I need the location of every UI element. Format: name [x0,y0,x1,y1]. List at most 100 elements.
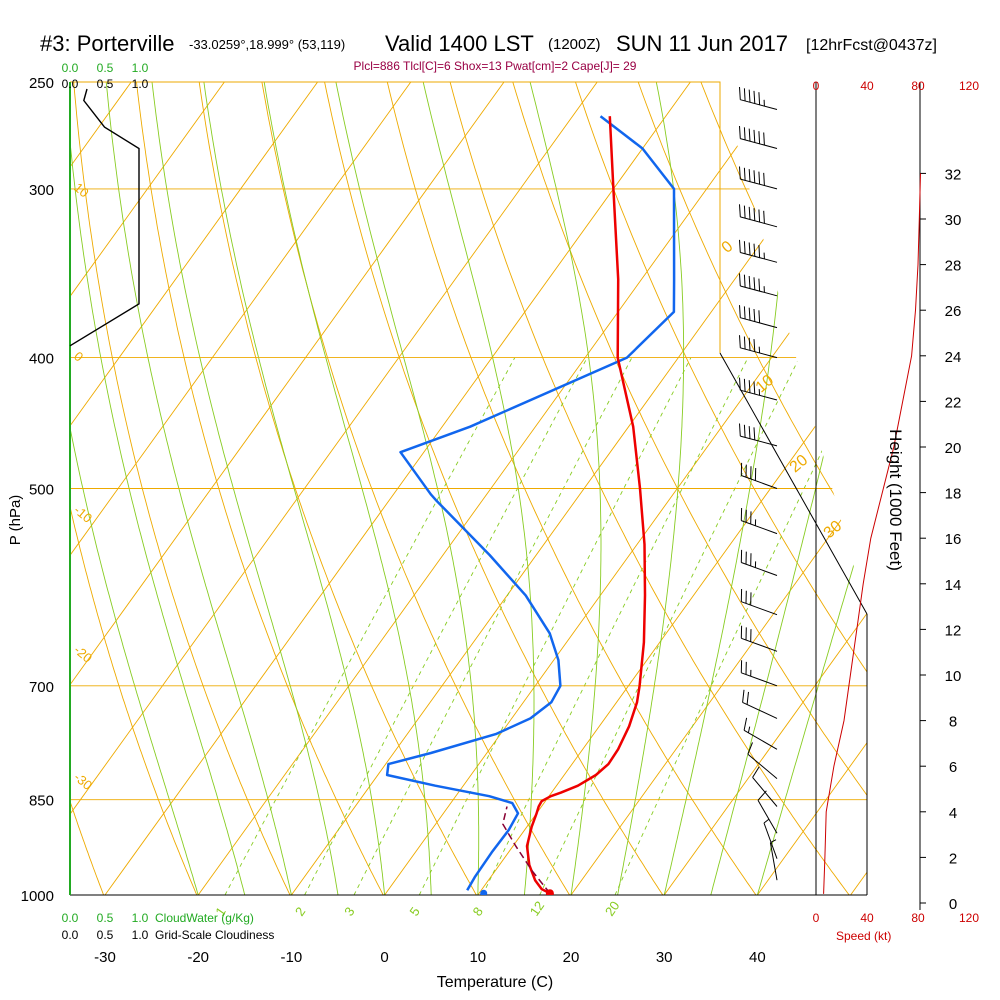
barb-shaft [740,317,778,329]
barb-feather [763,210,765,224]
barb-feather [748,380,751,393]
mixing-ratio-label: 5 [406,904,422,919]
height-tick-label: 2 [949,850,957,867]
speed-tick-bottom: 120 [959,911,979,925]
height-tick-label: 30 [945,212,962,229]
moist-adiabat-label: 0 [719,238,737,257]
height-tick-label: 22 [945,394,962,411]
moist-adiabat-line [617,82,685,895]
moist-adiabat-line [263,82,432,895]
barb-feather [758,171,761,185]
wind-barb [769,839,778,881]
x-tick-label: 40 [749,949,766,966]
pressure-tick-label: 500 [29,482,54,499]
barb-shaft [740,347,778,359]
barb-feather [739,125,741,139]
stability-indices: Plcl=886 Tlcl[C]=6 Shox=13 Pwat[cm]=2 Ca… [354,59,637,73]
pressure-tick-label: 700 [29,679,54,696]
barb-shaft [740,138,778,149]
barb-feather [748,89,751,103]
barb-shaft [741,562,778,576]
dry-adiabat-line [136,82,384,895]
barb-shaft [740,389,778,401]
dry-adiabat-line [324,82,664,895]
plot-frame [70,81,721,353]
barb-feather [758,209,761,223]
wind-barb [739,305,778,329]
barb-feather [763,132,765,146]
dry-adiabat-line [928,33,1000,924]
barb-shaft [740,178,778,190]
barb-feather [743,167,746,181]
valid-date: SUN 11 Jun 2017 [616,31,788,56]
barb-feather [739,166,741,180]
barb-feather [748,169,751,182]
barb-feather [743,274,746,288]
cloudiness-tick-bottom: 0.0 [62,928,79,942]
barb-feather [743,717,748,731]
mixing-ratio-label: 3 [341,904,357,919]
moist-adiabat-label: 20 [787,452,812,477]
dry-adiabat-line [198,82,477,895]
cloudwater-tick-bottom: 1.0 [132,911,149,925]
barb-feather [747,742,753,755]
forecast-info: [12hrFcst@0437z] [806,37,937,54]
moist-adiabat-line [70,425,199,895]
x-tick-label: -10 [281,949,303,966]
moist-adiabat-line [105,82,292,895]
moist-adiabat-line [529,82,602,895]
barb-half-feather [763,818,770,824]
speed-tick-top: 40 [860,79,874,93]
wind-barb [740,588,778,616]
wind-barb [763,818,778,859]
cloudiness-tick-bottom: 1.0 [132,928,149,942]
x-tick-label: 20 [563,949,580,966]
profiles [385,115,676,895]
wind-barb [752,766,778,807]
mixing-ratio-line [539,357,800,895]
moist-adiabat-line [663,82,788,895]
station-title: #3: Porterville [40,31,175,56]
height-tick-label: 0 [949,896,957,913]
barb-feather [743,378,746,392]
barb-feather [748,426,751,439]
mixing-ratio-label: 2 [292,904,308,919]
barb-feather [757,790,767,801]
barb-feather [753,208,756,221]
x-tick-label: 30 [656,949,673,966]
barb-feather [746,691,749,705]
wind-barb [739,423,778,447]
barb-feather [743,424,746,438]
x-tick-label: -20 [187,949,209,966]
wind-barb [740,549,778,576]
pressure-tick-label: 300 [29,182,54,199]
barb-feather [743,306,746,320]
cloudwater-label: CloudWater (g/Kg) [155,911,254,925]
barb-half-feather [747,726,751,733]
axes: 0246810121416182022242628303200404080801… [21,61,980,966]
height-tick-label: 28 [945,258,962,275]
cloudiness-profile [69,88,140,347]
barb-shaft [743,729,778,750]
valid-time: Valid 1400 LST [385,31,534,56]
wind-barb [739,273,778,297]
barb-shaft [740,99,778,110]
height-tick-label: 14 [945,577,962,594]
pressure-tick-label: 850 [29,793,54,810]
barb-shaft [741,672,778,687]
cloudwater-tick-top: 0.0 [62,61,79,75]
height-tick-label: 24 [945,349,962,366]
frame [69,81,868,896]
isotherm-line [850,871,867,895]
dry-adiabat-line [449,82,850,895]
mixing-ratio-label: 20 [602,898,623,918]
wind-barb [740,462,778,489]
pressure-tick-label: 250 [29,75,54,92]
barb-feather [758,310,761,323]
barb-feather [753,339,756,352]
isotherm-line [70,82,225,298]
mixing-ratio-label: 12 [527,898,548,918]
dry-adiabat-line [512,82,867,796]
height-tick-label: 18 [945,486,962,503]
